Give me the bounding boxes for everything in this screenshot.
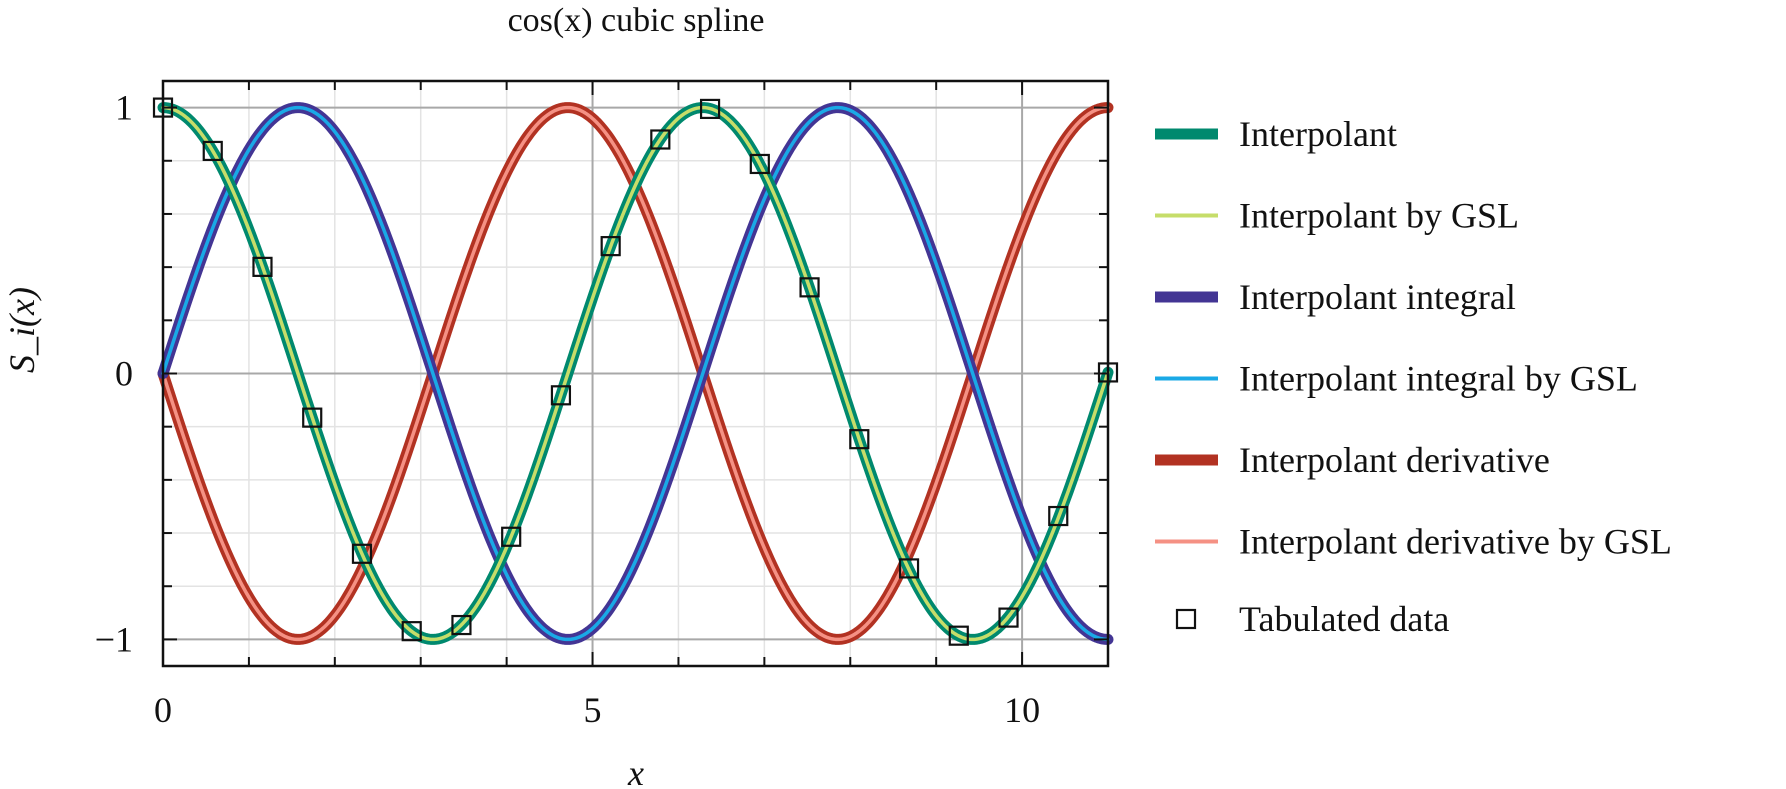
- legend-entry-interpolant-by-gsl: Interpolant by GSL: [1155, 196, 1519, 236]
- x-tick-label: 5: [584, 690, 602, 730]
- tabulated-data-point: [1048, 505, 1069, 527]
- x-tick-label: 10: [1004, 690, 1040, 730]
- x-tick-label: 0: [154, 690, 172, 730]
- tabulated-data-point: [699, 98, 721, 120]
- legend-label: Interpolant: [1239, 114, 1397, 154]
- grid-major: [162, 81, 1108, 666]
- tabulated-data-point: [302, 407, 323, 428]
- tick-marks: [162, 81, 1109, 666]
- y-tick-label: 1: [115, 88, 133, 128]
- tabulated-data-point: [600, 236, 621, 257]
- legend-marker: [1175, 608, 1197, 630]
- tabulated-data-point: [501, 526, 522, 547]
- tabulated-data-point: [451, 614, 472, 636]
- legend-label: Interpolant derivative by GSL: [1239, 522, 1672, 562]
- tabulated-data-point: [650, 129, 671, 150]
- y-tick-label: −1: [95, 619, 133, 659]
- x-axis-label: x: [627, 753, 644, 789]
- tabulated-data-point: [898, 558, 920, 579]
- tabulated-data-point: [948, 625, 969, 646]
- legend: Interpolant Interpolant by GSL Interpolant…: [1155, 114, 1672, 639]
- tabulated-data-point: [401, 621, 422, 642]
- tabulated-data-point: [550, 385, 572, 406]
- y-tick-label: 0: [115, 354, 133, 394]
- legend-label: Interpolant derivative: [1239, 440, 1550, 480]
- tabulated-data-point: [849, 429, 870, 450]
- legend-entry-interpolant-integral-by-gsl: Interpolant integral by GSL: [1155, 359, 1638, 399]
- chart-title: cos(x) cubic spline: [508, 2, 765, 39]
- legend-entry-interpolant-derivative-by-gsl: Interpolant derivative by GSL: [1155, 522, 1672, 562]
- tabulated-data-point: [351, 543, 373, 564]
- legend-entry-tabulated-data: Tabulated data: [1175, 599, 1449, 639]
- y-axis-label: S_i(x): [2, 287, 42, 373]
- legend-label: Interpolant integral: [1239, 277, 1516, 317]
- tabulated-data-point: [998, 607, 1019, 628]
- tabulated-data-point: [252, 256, 273, 277]
- series-line-interpolant-integral-by-gsl: [161, 105, 1110, 642]
- legend-label: Interpolant by GSL: [1239, 196, 1519, 236]
- tabulated-data-point: [799, 277, 820, 298]
- tick-labels: 0 5 10 −1 0 1: [95, 88, 1040, 730]
- legend-entry-interpolant-derivative: Interpolant derivative: [1155, 440, 1550, 480]
- legend-label: Tabulated data: [1239, 599, 1449, 639]
- tabulated-data-point: [202, 140, 223, 162]
- legend-label: Interpolant integral by GSL: [1239, 359, 1638, 399]
- tabulated-data-point: [749, 153, 770, 175]
- legend-entry-interpolant-integral: Interpolant integral: [1155, 277, 1516, 317]
- y-axis-label-text: S_i(x): [2, 287, 42, 373]
- legend-entry-interpolant: Interpolant: [1155, 114, 1397, 154]
